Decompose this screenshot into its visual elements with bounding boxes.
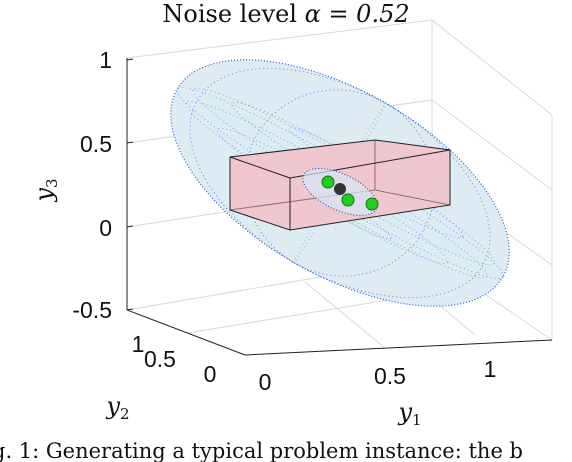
- z-tick-label: 0: [99, 215, 112, 241]
- box-edge-1: [229, 156, 291, 179]
- green-point: [365, 197, 379, 211]
- figure-caption: g. 1: Generating a typical problem insta…: [0, 439, 523, 462]
- ellipsoid-mesh-line: [244, 89, 436, 277]
- x-tick-label: 0.5: [374, 363, 406, 389]
- title-expression: α = 0.52: [305, 0, 410, 28]
- y-axis-label: y2: [105, 392, 129, 423]
- ellipsoid-mesh-line: [231, 101, 464, 239]
- x-axis-label: y1: [397, 398, 421, 429]
- z-tick-mark: [126, 308, 134, 311]
- x-axis-line: [244, 339, 553, 356]
- axes-frame: [126, 58, 553, 356]
- z-tick-mark: [126, 141, 134, 144]
- z-axis-label: y3: [30, 178, 61, 202]
- grid-z-0.5b: [431, 99, 553, 191]
- chart-title: Noise level α = 0.52: [162, 0, 409, 28]
- center-point: [334, 183, 346, 195]
- z-ticks: 1 0.5 0 -0.5: [72, 47, 134, 323]
- grid-back-top: [126, 19, 433, 59]
- ellipsoid-mesh-line: [265, 165, 392, 240]
- ellipsoid-mesh-line: [244, 89, 436, 277]
- data-points: [321, 175, 379, 211]
- z-tick-label: 0.5: [80, 131, 112, 157]
- z-tick-mark: [126, 225, 134, 228]
- z-tick-label: 1: [99, 47, 112, 73]
- ellipsoid-mesh-line: [176, 86, 504, 280]
- z-tick-mark: [126, 58, 134, 61]
- grid-floor-mid3: [304, 281, 386, 349]
- y-tick-label: 0: [204, 361, 217, 387]
- y-axis-line: [126, 309, 246, 356]
- x-tick-label: 0: [259, 369, 272, 395]
- y-ticks: 1 0.5 0: [132, 331, 217, 387]
- y-tick-label: 1: [132, 331, 145, 357]
- x-tick-label: 1: [484, 356, 497, 382]
- title-prefix: Noise level: [162, 0, 297, 28]
- green-point: [321, 175, 335, 189]
- x-ticks: 0 0.5 1: [259, 356, 497, 395]
- box-edge-6: [374, 189, 451, 206]
- y-tick-label: 0.5: [144, 346, 176, 372]
- z-tick-label: -0.5: [72, 297, 112, 323]
- green-point: [341, 193, 355, 207]
- grid-back-right: [431, 19, 553, 116]
